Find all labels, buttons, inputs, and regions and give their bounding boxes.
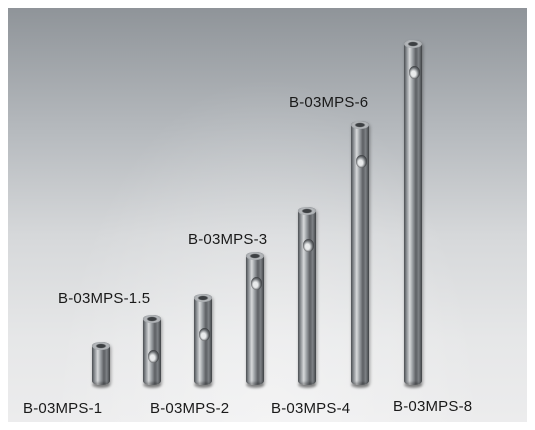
rod-shadow <box>92 382 110 388</box>
rod-set-screw-hole <box>409 66 420 79</box>
rod-set-screw-hole <box>148 350 159 363</box>
label-b-03mps-1: B-03MPS-1 <box>23 400 103 417</box>
rod-top-face <box>194 294 212 302</box>
label-b-03mps-8: B-03MPS-8 <box>393 398 473 415</box>
label-b-03mps-2: B-03MPS-2 <box>150 400 230 417</box>
rod-shadow <box>298 382 316 388</box>
label-b-03mps-1-5: B-03MPS-1.5 <box>58 290 151 307</box>
product-photo: B-03MPS-1 B-03MPS-1.5 B-03MPS-2 B-03MPS-… <box>8 8 527 422</box>
rod-mps-1 <box>92 342 110 388</box>
rod-top-face <box>351 121 369 129</box>
rod-top-face <box>92 342 110 350</box>
rod-set-screw-hole <box>303 239 314 252</box>
rod-mps-3 <box>246 252 264 388</box>
rod-set-screw-hole <box>199 328 210 341</box>
rod-set-screw-hole <box>356 155 367 168</box>
rod-top-face <box>404 40 422 48</box>
rod-mps-4 <box>298 207 316 388</box>
rod-shadow <box>404 382 422 388</box>
rod-shadow <box>194 382 212 388</box>
label-b-03mps-4: B-03MPS-4 <box>271 400 351 417</box>
label-b-03mps-3: B-03MPS-3 <box>188 231 268 248</box>
rod-set-screw-hole <box>251 277 262 290</box>
rod-mps-8 <box>404 40 422 388</box>
rod-shadow <box>246 382 264 388</box>
rod-shadow <box>351 382 369 388</box>
rod-top-face <box>246 252 264 260</box>
rod-top-face <box>298 207 316 215</box>
label-b-03mps-6: B-03MPS-6 <box>289 94 369 111</box>
rod-top-face <box>143 315 161 323</box>
rod-mps-1-5 <box>143 315 161 388</box>
rod-shadow <box>143 382 161 388</box>
rod-mps-2 <box>194 294 212 388</box>
rod-mps-6 <box>351 121 369 388</box>
